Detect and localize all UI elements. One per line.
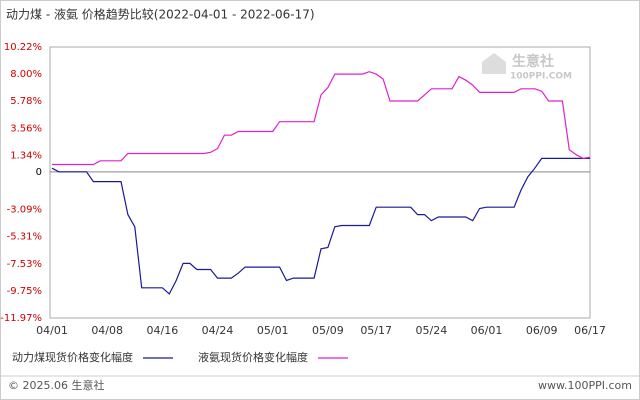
- y-tick-label: 10.22%: [4, 42, 42, 53]
- y-tick-label: 8.00%: [10, 69, 42, 80]
- watermark-text: 100PPI.COM: [510, 72, 572, 82]
- x-tick-label: 06/01: [471, 324, 503, 337]
- x-tick-label: 04/16: [147, 324, 179, 337]
- watermark-text: 生意社: [512, 53, 554, 70]
- footer-right: www.100PPI.com: [538, 379, 632, 392]
- y-tick-label: 3.56%: [10, 123, 42, 134]
- legend-label: 动力煤现货价格变化幅度: [12, 350, 133, 364]
- x-tick-label: 05/09: [312, 324, 344, 337]
- x-tick-label: 05/24: [416, 324, 448, 337]
- y-tick-label: -7.53%: [7, 259, 42, 270]
- x-tick-label: 04/08: [91, 324, 123, 337]
- x-tick-label: 04/01: [36, 324, 68, 337]
- y-tick-label: -3.09%: [7, 205, 42, 216]
- y-tick-label: -9.75%: [7, 286, 42, 297]
- y-tick-label: 1.34%: [10, 150, 42, 161]
- y-tick-label: 5.78%: [10, 96, 42, 107]
- series-line: [52, 71, 591, 166]
- series-line: [51, 157, 590, 295]
- x-tick-label: 05/17: [360, 324, 392, 337]
- x-tick-label: 05/01: [257, 324, 289, 337]
- y-tick-label: -5.31%: [7, 232, 42, 243]
- footer-left: © 2025.06 生意社: [8, 378, 104, 392]
- watermark-icon: [482, 53, 506, 74]
- x-tick-label: 04/24: [202, 324, 234, 337]
- y-tick-label: -11.97%: [0, 313, 42, 324]
- x-tick-label: 06/09: [526, 324, 558, 337]
- chart-title: 动力煤 - 液氨 价格趋势比较(2022-04-01 - 2022-06-17): [6, 7, 315, 22]
- x-tick-label: 06/17: [574, 324, 606, 337]
- y-tick-label: 0: [36, 167, 42, 178]
- watermark: 生意社 100PPI.COM: [482, 53, 572, 82]
- legend-label: 液氨现货价格变化幅度: [198, 350, 308, 364]
- plot-area: [49, 46, 591, 319]
